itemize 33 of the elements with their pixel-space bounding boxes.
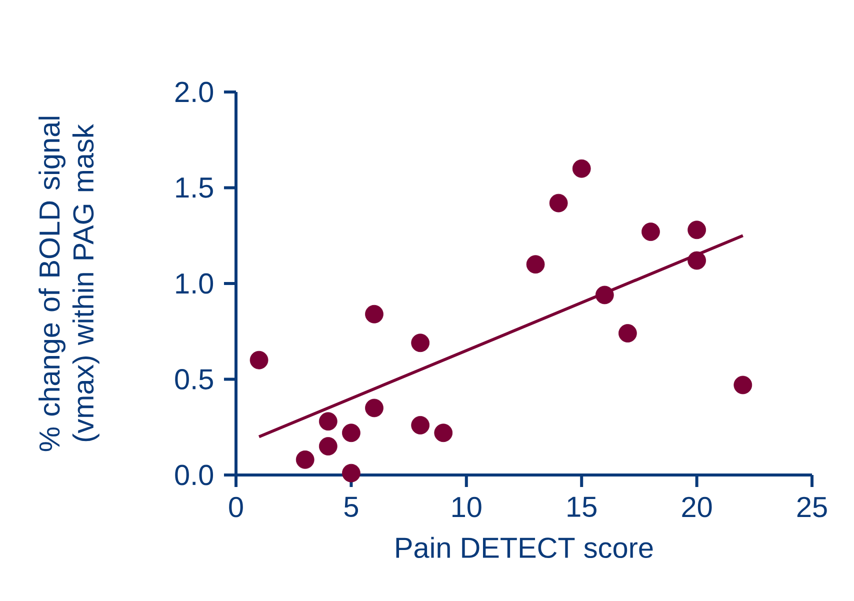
x-tick-label: 15 xyxy=(568,496,596,517)
point xyxy=(411,334,430,352)
point xyxy=(734,376,752,394)
point xyxy=(365,398,384,418)
point xyxy=(296,450,314,469)
point xyxy=(318,412,338,431)
point xyxy=(618,324,637,342)
point xyxy=(549,194,568,212)
x-axis-title: Pain DETECT score xyxy=(396,536,653,558)
point xyxy=(318,437,338,456)
point xyxy=(411,416,430,434)
point xyxy=(688,220,706,240)
y-tick-label: 2.0 xyxy=(175,82,214,102)
point xyxy=(342,464,360,482)
point xyxy=(642,222,660,241)
y-axis-title: % change of BOLD signal (vmax) within PAG mask xyxy=(38,116,100,452)
y-tick-label: 1.0 xyxy=(176,273,214,294)
point xyxy=(365,304,384,324)
point xyxy=(342,424,360,442)
point xyxy=(595,286,614,304)
x-tick-label: 5 xyxy=(344,496,358,517)
y-tick-label: 1.5 xyxy=(176,178,213,198)
x-tick-label: 0 xyxy=(229,496,243,518)
point xyxy=(250,350,268,370)
x-tick-label: 20 xyxy=(682,496,712,518)
point xyxy=(434,424,453,442)
y-tick-label: 0.5 xyxy=(175,369,213,390)
point xyxy=(688,251,706,270)
x-tick-label: 25 xyxy=(797,496,827,518)
point xyxy=(526,255,545,274)
y-tick-label: 0.0 xyxy=(175,464,214,486)
point xyxy=(572,159,591,178)
x-tick-label: 10 xyxy=(452,496,482,518)
